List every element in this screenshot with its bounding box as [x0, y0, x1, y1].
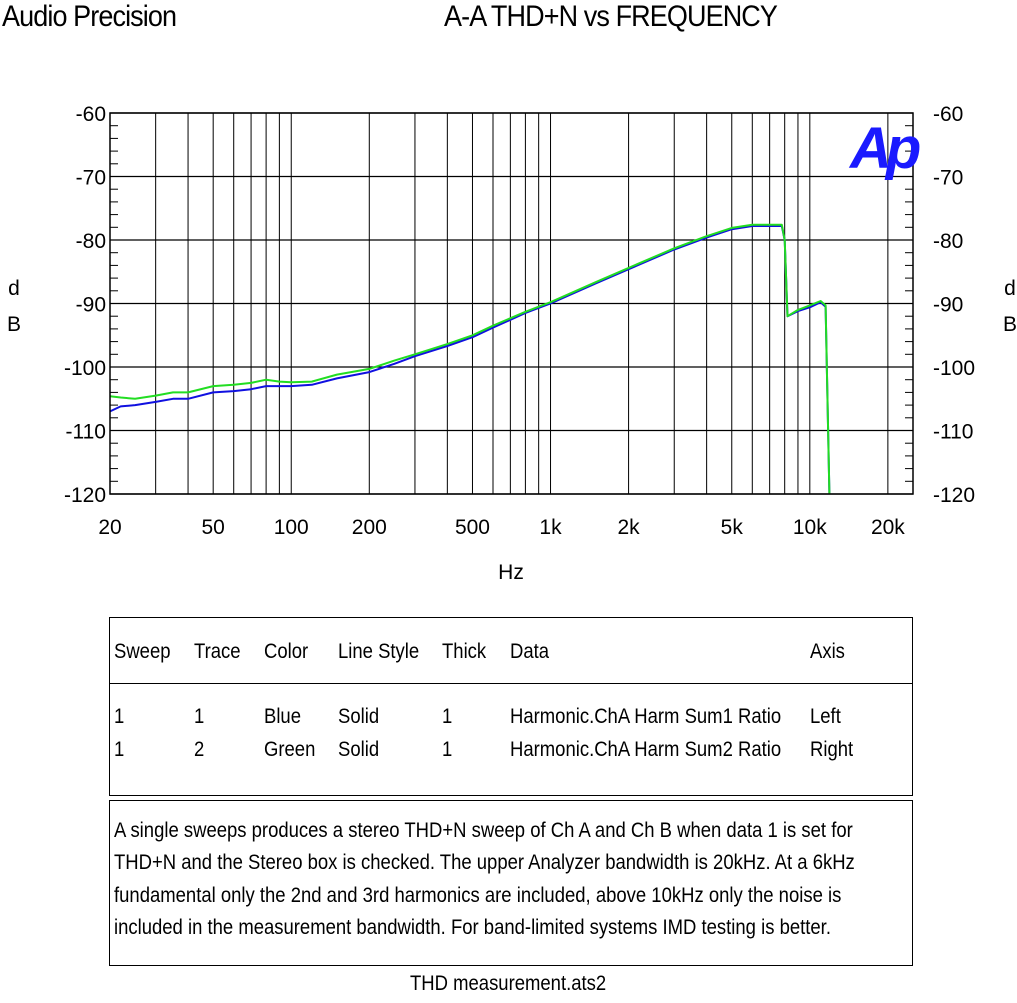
note-line: A single sweeps produces a stereo THD+N … — [114, 819, 853, 842]
y-tick-label-right: -60 — [933, 103, 963, 126]
chart-minor-ticks — [110, 125, 913, 482]
legend-header: Line Style — [338, 640, 420, 663]
legend-cell: Harmonic.ChA Harm Sum1 Ratio — [510, 705, 782, 728]
series-line-1 — [109, 225, 831, 495]
x-tick-labels: 20 50 100 200 500 1k 2k 5k 10k 20k — [98, 516, 905, 539]
y-tick-label-left: -110 — [66, 421, 106, 444]
legend-divider — [110, 683, 912, 684]
legend-header: Data — [510, 640, 550, 663]
x-tick-label: 10k — [793, 516, 827, 539]
legend-header: Sweep — [114, 640, 171, 663]
chart-title: A-A THD+N vs FREQUENCY — [444, 0, 778, 33]
y-tick-label-left: -90 — [76, 294, 106, 317]
legend-cell: Solid — [338, 705, 380, 728]
x-tick-label: 5k — [721, 516, 744, 539]
brand-label: Audio Precision — [2, 0, 177, 33]
legend-cell: Right — [810, 738, 854, 761]
x-tick-label: 1k — [539, 516, 562, 539]
legend-cell: Left — [810, 705, 841, 728]
ap-logo: Ap — [848, 116, 920, 181]
note-line: included in the measurement bandwidth. F… — [114, 916, 831, 939]
y-tick-label-right: -70 — [933, 167, 963, 190]
legend-header: Color — [264, 640, 309, 663]
chart-grid — [110, 112, 913, 495]
y-tick-label-right: -120 — [933, 484, 975, 507]
x-tick-label: 100 — [274, 516, 309, 539]
legend-cell: 1 — [114, 705, 125, 728]
legend-cell: 1 — [194, 705, 205, 728]
y-axis-label-right-d: d — [1004, 277, 1016, 300]
y-tick-labels: -60 -60 -70 -70 -80 -80 -90 -90 -100 -100 -110 -110… — [64, 103, 975, 507]
x-tick-label: 200 — [352, 516, 387, 539]
chart-series — [109, 223, 831, 495]
legend-cell: 2 — [194, 738, 205, 761]
x-tick-label: 20 — [98, 516, 121, 539]
y-tick-label-left: -60 — [76, 103, 106, 126]
y-axis-label-left-d: d — [8, 277, 20, 300]
y-tick-label-right: -90 — [933, 294, 963, 317]
y-tick-label-left: -100 — [64, 357, 106, 380]
y-tick-label-right: -80 — [933, 230, 963, 253]
note-line: THD+N and the Stereo box is checked. The… — [114, 851, 855, 874]
legend-cell: Blue — [264, 705, 301, 728]
y-tick-label-left: -80 — [76, 230, 106, 253]
x-tick-label: 50 — [202, 516, 225, 539]
thd-frequency-chart: -60 -60 -70 -70 -80 -80 -90 -90 -100 -100 -110 -110… — [7, 103, 1017, 584]
y-tick-label-right: -100 — [933, 357, 975, 380]
x-tick-label: 20k — [871, 516, 905, 539]
y-axis-label-right-b: B — [1003, 313, 1017, 336]
legend-cell: Green — [264, 738, 316, 761]
legend-cell: Harmonic.ChA Harm Sum2 Ratio — [510, 738, 782, 761]
legend-header: Axis — [810, 640, 845, 663]
x-axis-label: Hz — [498, 561, 524, 584]
note-line: fundamental only the 2nd and 3rd harmoni… — [114, 884, 842, 907]
x-tick-label: 2k — [617, 516, 640, 539]
notes-box: A single sweeps produces a stereo THD+N … — [109, 800, 913, 966]
legend-cell: 1 — [442, 705, 453, 728]
y-axis-label-left-b: B — [7, 313, 21, 336]
plot-frame — [109, 112, 914, 495]
series-line-2 — [109, 223, 831, 495]
legend-header: Trace — [194, 640, 241, 663]
legend-cell: Solid — [338, 738, 380, 761]
legend-cell: 1 — [442, 738, 453, 761]
y-tick-label-right: -110 — [933, 421, 973, 444]
y-tick-label-left: -70 — [76, 167, 106, 190]
file-name: THD measurement.ats2 — [410, 972, 607, 995]
trace-legend-table: Sweep Trace Color Line Style Thick Data Axis 1 1… — [109, 617, 913, 796]
y-tick-label-left: -120 — [64, 484, 106, 507]
legend-header: Thick — [442, 640, 487, 663]
x-tick-label: 500 — [455, 516, 490, 539]
legend-cell: 1 — [114, 738, 125, 761]
